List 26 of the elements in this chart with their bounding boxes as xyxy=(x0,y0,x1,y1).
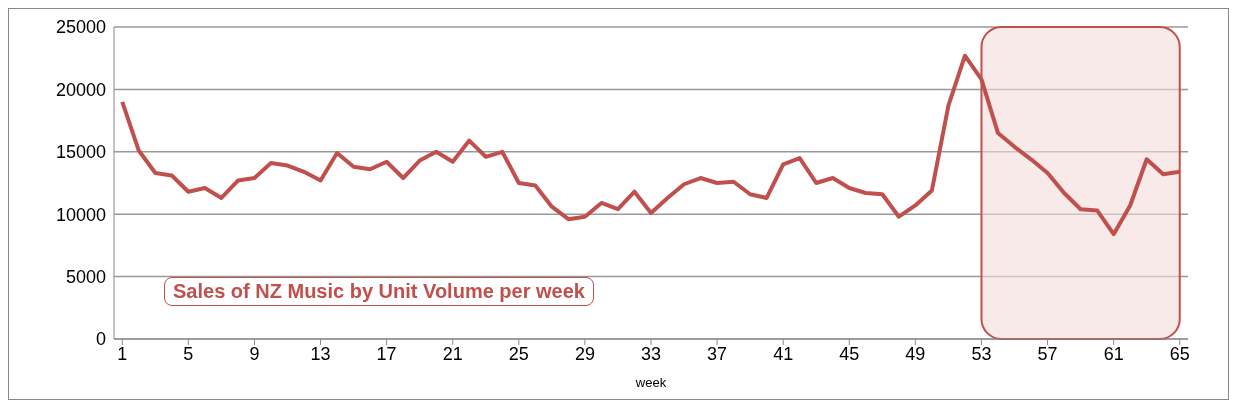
x-tick-label: 57 xyxy=(1037,343,1058,364)
x-tick-label: 1 xyxy=(117,343,128,364)
x-tick-label: 5 xyxy=(183,343,194,364)
x-tick-label: 37 xyxy=(707,343,728,364)
x-tick-label: 45 xyxy=(839,343,860,364)
x-tick-label: 53 xyxy=(971,343,992,364)
x-axis-title: week xyxy=(634,375,667,390)
x-tick-label: 29 xyxy=(574,343,595,364)
x-tick-label: 13 xyxy=(310,343,331,364)
y-tick-label: 25000 xyxy=(55,17,106,38)
y-tick-label: 20000 xyxy=(55,79,106,100)
x-tick-label: 33 xyxy=(640,343,662,364)
y-tick-label: 10000 xyxy=(55,204,106,225)
y-tick-label: 0 xyxy=(95,329,106,350)
x-tick-label: 25 xyxy=(508,343,529,364)
y-tick-label: 15000 xyxy=(55,142,106,163)
y-tick-label: 5000 xyxy=(65,266,106,287)
x-tick-label: 65 xyxy=(1169,343,1190,364)
x-tick-label: 49 xyxy=(905,343,926,364)
x-tick-label: 21 xyxy=(442,343,463,364)
x-tick-label: 41 xyxy=(773,343,794,364)
x-tick-label: 9 xyxy=(249,343,260,364)
annotation: Sales of NZ Music by Unit Volume per week xyxy=(164,277,594,306)
x-tick-label: 17 xyxy=(376,343,397,364)
line-series xyxy=(120,53,1182,237)
x-tick-label: 61 xyxy=(1103,343,1124,364)
